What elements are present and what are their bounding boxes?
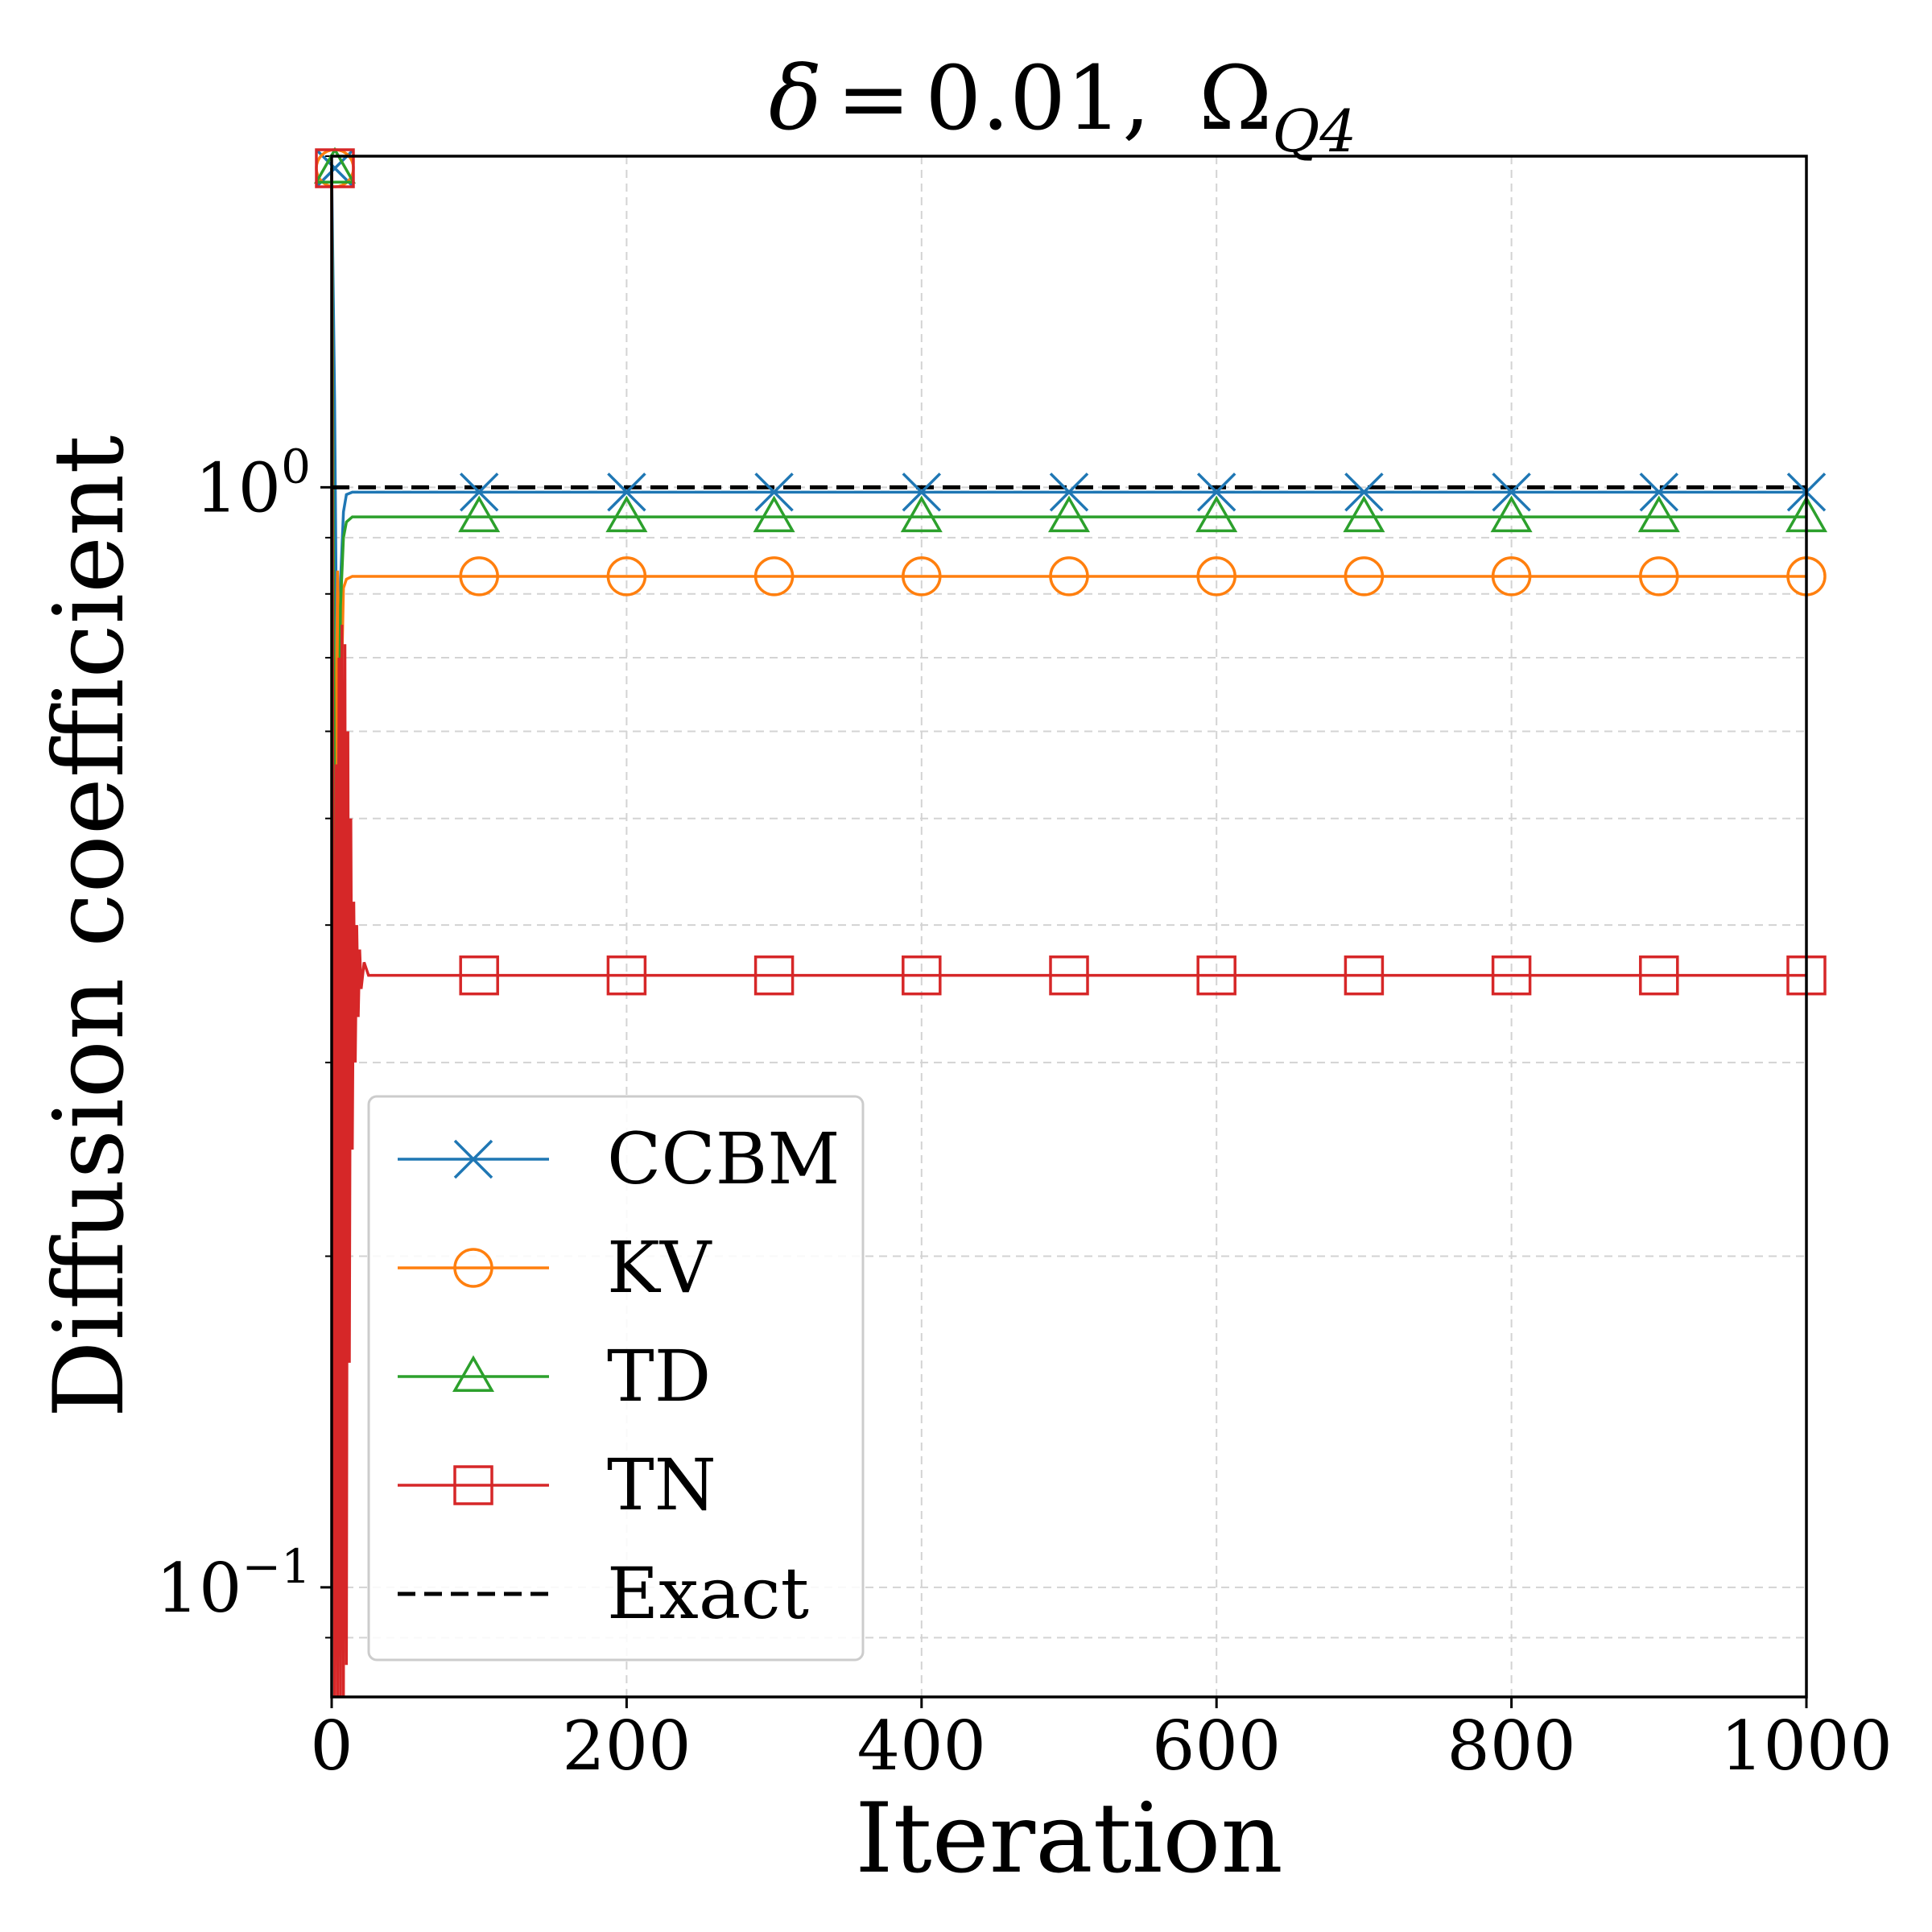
marker-td: [753, 495, 795, 533]
marker-kv: [1049, 556, 1089, 597]
marker-td: [313, 147, 357, 184]
marker-ccbm: [607, 473, 646, 512]
marker-kv: [606, 556, 647, 597]
title-delta-value: 0.01,: [925, 47, 1150, 150]
series-line-tn: [330, 168, 1806, 1698]
marker-kv: [1196, 556, 1236, 597]
legend-label-exact: Exact: [607, 1552, 809, 1635]
y-tick-base: 10: [195, 448, 281, 527]
legend-marker-ccbm: [453, 1139, 493, 1179]
marker-td: [1343, 495, 1385, 533]
x-tick-label: 0: [310, 1707, 353, 1785]
legend-label-td: TD: [607, 1335, 711, 1418]
marker-tn: [1196, 955, 1236, 996]
marker-kv: [1639, 556, 1679, 597]
x-tick-label: 800: [1447, 1707, 1575, 1785]
title-omega-symbol: Ω: [1199, 47, 1272, 150]
marker-tn: [1491, 955, 1532, 996]
marker-ccbm: [1492, 473, 1531, 512]
marker-ccbm: [1049, 473, 1089, 512]
y-tick-exponent: 0: [281, 439, 311, 493]
marker-tn: [753, 955, 795, 996]
y-tick-label: 100: [195, 439, 311, 527]
marker-td: [900, 495, 943, 533]
legend-label-kv: KV: [607, 1226, 712, 1309]
marker-kv: [459, 556, 499, 597]
marker-ccbm: [459, 473, 499, 512]
y-axis-label: Diffusion coefficient: [34, 436, 146, 1418]
marker-kv: [753, 556, 795, 597]
marker-td: [1047, 495, 1091, 533]
y-tick-exponent: −1: [242, 1539, 312, 1594]
marker-td: [458, 495, 501, 533]
legend-marker-td: [452, 1355, 495, 1392]
title-omega-subscript: Q4: [1272, 97, 1356, 165]
marker-tn: [1639, 955, 1679, 996]
marker-tn: [902, 955, 942, 996]
marker-tn: [1344, 955, 1385, 996]
marker-td: [1195, 495, 1238, 533]
y-tick-base: 10: [156, 1549, 242, 1628]
series-lines: [330, 168, 1806, 1698]
marker-kv: [902, 556, 942, 597]
marker-ccbm: [902, 473, 942, 512]
marker-td: [605, 495, 648, 533]
marker-tn: [1049, 955, 1089, 996]
title-delta-symbol: δ: [769, 47, 822, 150]
series-markers: [313, 147, 1828, 996]
marker-tn: [459, 955, 499, 996]
x-tick-label: 200: [562, 1707, 691, 1785]
chart-title: δ = 0.01, ΩQ4: [769, 47, 1356, 165]
x-tick-label: 1000: [1720, 1707, 1893, 1785]
legend-label-tn: TN: [607, 1443, 716, 1526]
legend-marker-tn: [453, 1465, 493, 1505]
marker-ccbm: [754, 473, 794, 512]
plot-area-frame: [330, 155, 1808, 1699]
marker-td: [1637, 495, 1680, 533]
title-equals: =: [836, 47, 910, 150]
marker-kv: [1491, 556, 1532, 597]
x-tick-label: 600: [1152, 1707, 1281, 1785]
marker-ccbm: [1344, 473, 1384, 512]
legend-label-ccbm: CCBM: [607, 1117, 840, 1200]
marker-tn: [315, 148, 355, 188]
legend-marker-kv: [453, 1248, 493, 1288]
x-tick-label: 400: [857, 1707, 986, 1785]
marker-kv: [1344, 556, 1385, 597]
legend-box: [367, 1095, 865, 1662]
y-tick-label: 10−1: [156, 1539, 311, 1628]
marker-ccbm: [1196, 473, 1236, 512]
legend: CCBM KV TD TN Exact: [367, 1095, 865, 1662]
marker-ccbm: [1639, 473, 1679, 512]
marker-tn: [606, 955, 647, 996]
marker-td: [1490, 495, 1533, 533]
x-axis-label: Iteration: [855, 1783, 1283, 1895]
